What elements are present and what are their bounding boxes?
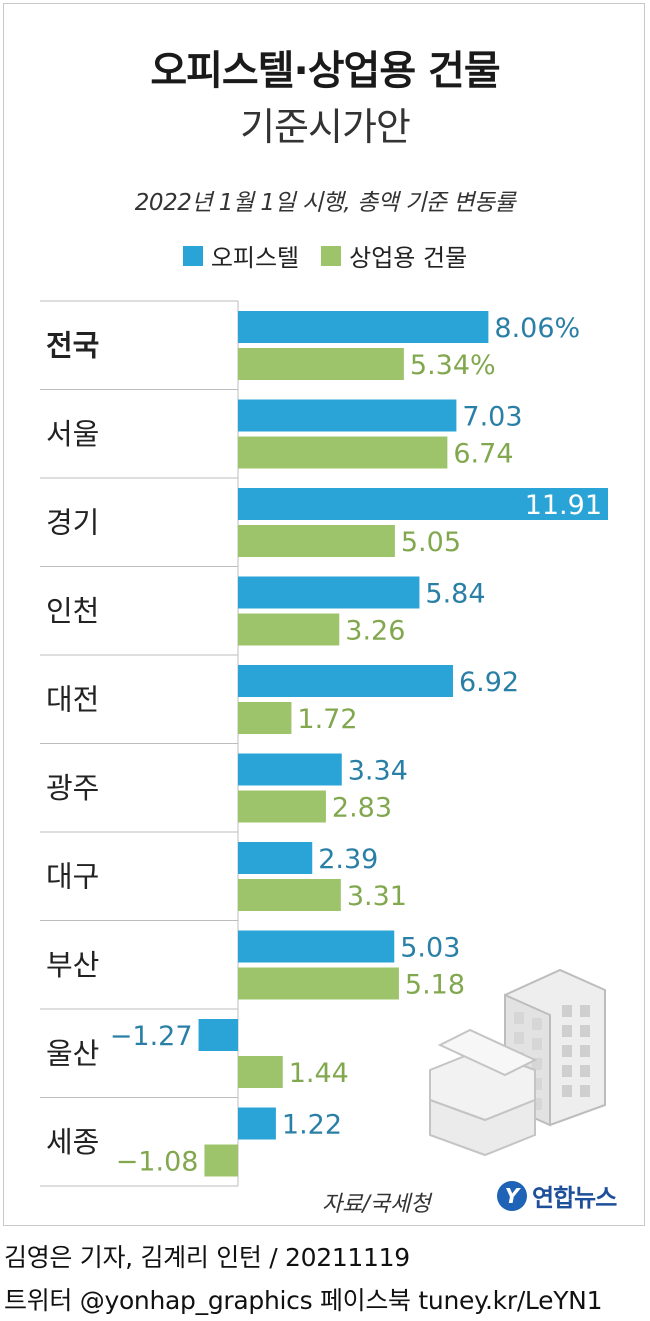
- bar-commercial: [238, 702, 292, 734]
- category-label: 울산: [46, 1036, 99, 1070]
- bar-officetel: [238, 665, 453, 697]
- source-note: 자료/국세청: [322, 1192, 431, 1217]
- bar-officetel: [238, 930, 395, 963]
- bar-commercial: [204, 1144, 238, 1177]
- bar-officetel: [238, 753, 342, 786]
- value-label-officetel: 2.39: [318, 844, 378, 875]
- bar-commercial: [238, 967, 399, 1000]
- chart-note: 2022년 1월 1일 시행, 총액 기준 변동률: [134, 190, 516, 216]
- bar-chart: 전국 8.06% 5.34% 서울 7.03 6.74 경기 11.91 5.05 인천 5.84 3…: [40, 300, 608, 1187]
- bar-officetel: [238, 311, 489, 343]
- value-label-commercial: 3.26: [345, 616, 405, 647]
- yonhap-logo-icon: Y: [497, 1180, 527, 1211]
- value-label-officetel: 5.03: [400, 933, 460, 964]
- chart-subtitle: 기준시가안: [240, 105, 411, 149]
- bar-commercial: [238, 348, 404, 380]
- category-label: 대구: [46, 859, 99, 893]
- legend-label-officetel: 오피스텔: [210, 244, 300, 272]
- category-label: 경기: [46, 505, 99, 539]
- credit-line-2: 트위터 @yonhap_graphics 페이스북 tuney.kr/LeYN1: [4, 1286, 603, 1315]
- value-label-commercial: 5.18: [405, 970, 465, 1001]
- category-label: 광주: [46, 771, 99, 805]
- value-label-officetel: 1.22: [282, 1110, 342, 1141]
- legend-item-commercial: 상업용 건물: [321, 238, 467, 273]
- category-label: 대전: [46, 682, 99, 716]
- bar-officetel: [238, 842, 313, 874]
- bar-officetel: [238, 488, 608, 520]
- value-label-commercial: 5.05: [401, 527, 461, 558]
- bar-commercial: [238, 879, 341, 911]
- bar-commercial: [238, 790, 326, 823]
- bar-officetel: [238, 1107, 276, 1140]
- value-label-officetel: 5.84: [425, 579, 485, 610]
- legend-label-commercial: 상업용 건물: [349, 244, 468, 272]
- category-label: 전국: [46, 328, 99, 362]
- value-label-officetel: 8.06%: [494, 313, 580, 344]
- building-illustration: [429, 968, 606, 1157]
- chart-title: 오피스텔·상업용 건물: [150, 48, 500, 94]
- value-label-officetel: −1.27: [110, 1021, 193, 1052]
- value-label-officetel: 7.03: [462, 402, 522, 433]
- category-label: 부산: [46, 948, 99, 982]
- value-label-commercial: −1.08: [116, 1147, 199, 1178]
- legend: 오피스텔 상업용 건물: [0, 238, 650, 273]
- value-label-commercial: 2.83: [332, 793, 392, 824]
- yonhap-logo: Y 연합뉴스: [497, 1178, 617, 1213]
- value-label-officetel: 6.92: [459, 667, 519, 698]
- legend-item-officetel: 오피스텔: [182, 238, 300, 273]
- bar-commercial: [238, 613, 340, 646]
- category-label: 서울: [46, 417, 99, 451]
- bar-commercial: [238, 1056, 283, 1088]
- bar-commercial: [238, 525, 395, 557]
- bar-officetel: [198, 1019, 238, 1051]
- logo-text: 연합뉴스: [532, 1184, 617, 1212]
- bar-commercial: [238, 436, 448, 469]
- legend-swatch-commercial: [321, 245, 342, 266]
- bar-officetel: [238, 399, 457, 432]
- value-label-commercial: 5.34%: [410, 350, 496, 381]
- credit-line-1: 김영은 기자, 김계리 인턴 / 20211119: [4, 1243, 410, 1272]
- category-label: 세종: [46, 1125, 99, 1159]
- value-label-commercial: 1.72: [297, 704, 357, 735]
- value-label-commercial: 6.74: [453, 439, 513, 470]
- legend-swatch-officetel: [182, 245, 203, 266]
- bar-officetel: [238, 576, 420, 609]
- value-label-officetel: 3.34: [348, 756, 408, 787]
- category-label: 인천: [46, 594, 99, 628]
- value-label-officetel: 11.91: [525, 490, 602, 521]
- value-label-commercial: 3.31: [347, 881, 407, 912]
- value-label-commercial: 1.44: [289, 1058, 349, 1089]
